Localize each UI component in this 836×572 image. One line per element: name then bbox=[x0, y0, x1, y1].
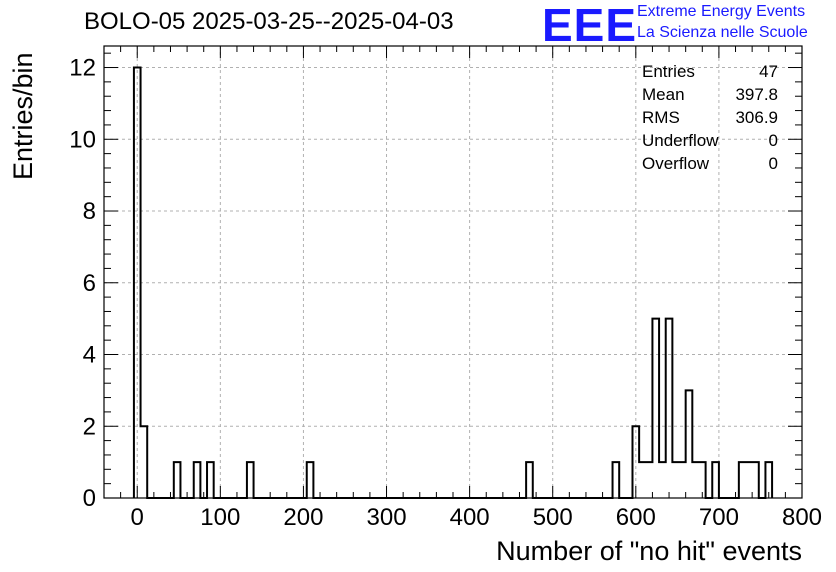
stat-label: Underflow bbox=[642, 131, 719, 150]
histogram-bin bbox=[739, 462, 746, 498]
histogram-outline bbox=[132, 66, 774, 499]
x-tick-label: 0 bbox=[131, 504, 144, 531]
stat-value: 397.8 bbox=[735, 85, 778, 104]
stat-value: 0 bbox=[768, 154, 778, 173]
histogram-bin bbox=[765, 462, 772, 498]
histogram-bin bbox=[686, 390, 693, 498]
stat-label: Mean bbox=[642, 85, 685, 104]
y-tick-label: 2 bbox=[83, 413, 96, 440]
stat-label: Entries bbox=[642, 62, 695, 81]
eee-logo: EEE bbox=[542, 0, 638, 51]
histogram-bin bbox=[174, 462, 181, 498]
histogram-bin bbox=[659, 462, 666, 498]
histogram-bin bbox=[194, 462, 201, 498]
histogram-bin bbox=[307, 462, 314, 498]
histogram-bin bbox=[247, 462, 254, 498]
x-tick-label: 500 bbox=[533, 504, 573, 531]
stat-value: 306.9 bbox=[735, 108, 778, 127]
x-tick-label: 800 bbox=[782, 504, 822, 531]
stat-mean: Mean 397.8 bbox=[642, 83, 778, 106]
y-axis-label: Entries/bin bbox=[8, 52, 38, 180]
histogram-bin bbox=[207, 462, 214, 498]
logo-line-2: La Scienza nelle Scuole bbox=[637, 24, 808, 41]
histogram-bin bbox=[526, 462, 533, 498]
histogram-bin bbox=[141, 426, 148, 498]
stat-underflow: Underflow 0 bbox=[642, 129, 778, 152]
x-tick-label: 300 bbox=[367, 504, 407, 531]
histogram-bin bbox=[666, 319, 673, 498]
stat-value: 47 bbox=[759, 62, 778, 81]
histogram-bin bbox=[679, 462, 686, 498]
histogram-bin bbox=[699, 462, 706, 498]
histogram-bin bbox=[632, 426, 639, 498]
histogram-bin bbox=[646, 462, 653, 498]
x-tick-label: 400 bbox=[450, 504, 490, 531]
y-tick-label: 12 bbox=[69, 55, 96, 82]
histogram-bin bbox=[712, 462, 719, 498]
y-tick-label: 6 bbox=[83, 270, 96, 297]
histogram-bin bbox=[639, 462, 646, 498]
y-tick-label: 8 bbox=[83, 198, 96, 225]
y-tick-label: 10 bbox=[69, 126, 96, 153]
histogram-bin bbox=[652, 319, 659, 498]
histogram-bin bbox=[752, 462, 759, 498]
histogram-bin bbox=[672, 462, 679, 498]
x-tick-label: 200 bbox=[283, 504, 323, 531]
stat-label: RMS bbox=[642, 108, 680, 127]
x-axis-label: Number of "no hit" events bbox=[496, 536, 802, 566]
stat-overflow: Overflow 0 bbox=[642, 152, 778, 175]
stat-label: Overflow bbox=[642, 154, 710, 173]
chart-title: BOLO-05 2025-03-25--2025-04-03 bbox=[84, 8, 454, 35]
histogram-bin bbox=[134, 68, 141, 498]
logo-line-1: Extreme Energy Events bbox=[637, 3, 806, 20]
stat-entries: Entries 47 bbox=[642, 60, 778, 83]
x-tick-label: 700 bbox=[699, 504, 739, 531]
y-tick-label: 0 bbox=[83, 485, 96, 512]
histogram-bin bbox=[692, 462, 699, 498]
stat-rms: RMS 306.9 bbox=[642, 106, 778, 129]
histogram-bin bbox=[745, 462, 752, 498]
x-tick-label: 600 bbox=[616, 504, 656, 531]
y-tick-label: 4 bbox=[83, 342, 96, 369]
x-tick-label: 100 bbox=[200, 504, 240, 531]
stats-box: Entries 47 Mean 397.8 RMS 306.9 Underflow 0 … bbox=[642, 60, 778, 175]
histogram-bin bbox=[613, 462, 620, 498]
stat-value: 0 bbox=[768, 131, 778, 150]
